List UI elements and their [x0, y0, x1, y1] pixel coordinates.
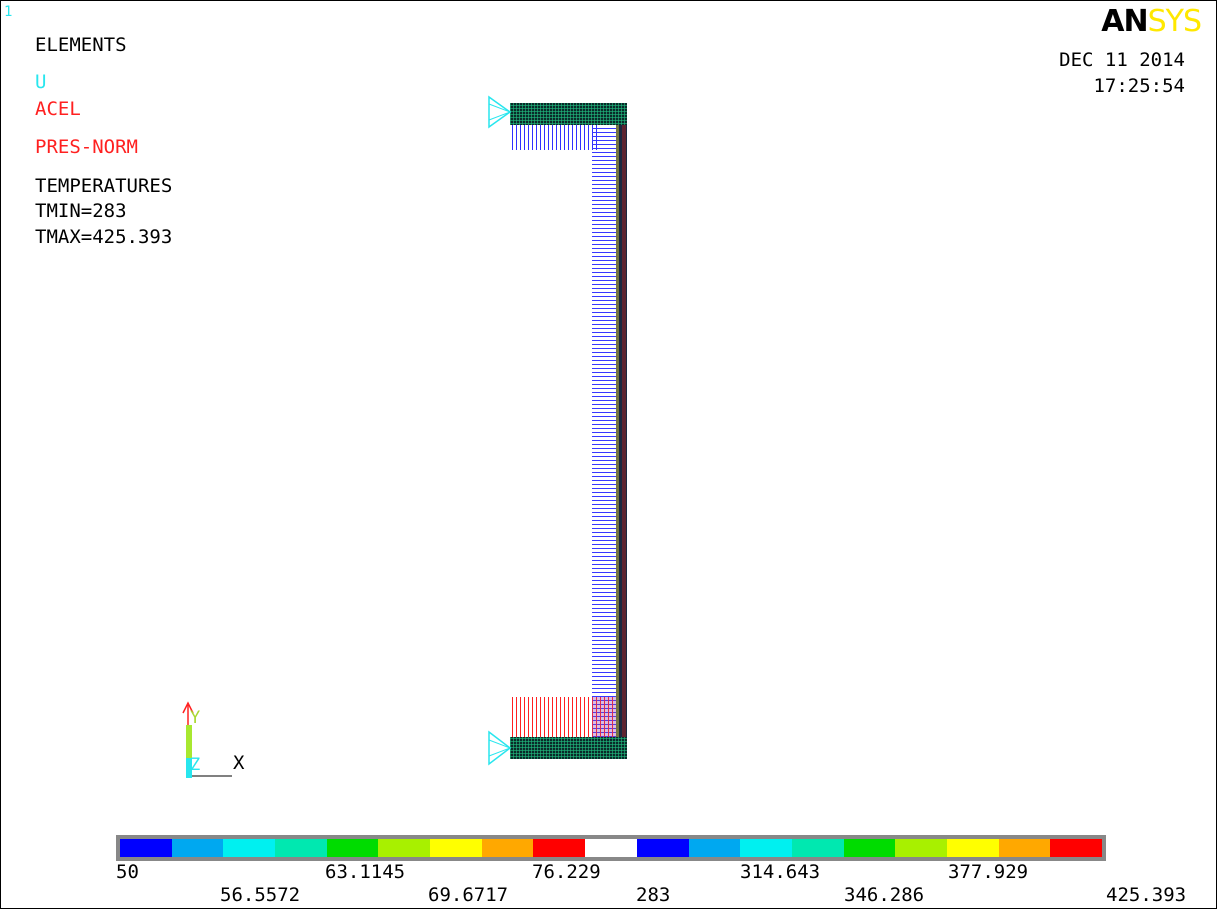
label-temperatures: TEMPERATURES [35, 175, 173, 197]
legend-swatch [223, 839, 276, 857]
legend-label-bottom-3: 283 [636, 884, 671, 906]
legend-swatch [481, 839, 534, 857]
logo-an: AN [1101, 4, 1148, 39]
triad-x-label: X [233, 752, 245, 774]
triad-z-label: Z [190, 755, 201, 775]
legend-label-bottom-1: 56.5572 [220, 884, 301, 906]
pressure-arrows-bottom [510, 697, 616, 737]
legend-swatch [998, 839, 1051, 857]
legend-swatch [843, 839, 896, 857]
legend-swatch [946, 839, 999, 857]
label-acel: ACEL [35, 98, 81, 120]
legend-swatch [585, 839, 638, 857]
legend-label-top-1: 50 [116, 861, 139, 883]
legend-swatch [636, 839, 689, 857]
legend-label-top-2: 63.1145 [325, 861, 406, 883]
legend-swatch [378, 839, 431, 857]
legend-swatch [430, 839, 483, 857]
label-elements: ELEMENTS [35, 34, 127, 56]
legend-label-top-3: 76.229 [532, 861, 601, 883]
legend-label-top-4: 314.643 [740, 861, 821, 883]
ansys-logo: ANSYS [1101, 4, 1202, 39]
pressure-arrows-web [592, 125, 616, 737]
window-number: 1 [4, 4, 13, 20]
logo-sys: SYS [1147, 4, 1202, 39]
legend-label-top-5: 377.929 [948, 861, 1029, 883]
legend-swatch [275, 839, 328, 857]
legend-swatch [688, 839, 741, 857]
constraint-bottom [488, 730, 512, 766]
pressure-arrows-top [510, 125, 600, 150]
top-flange [510, 103, 627, 125]
legend-label-bottom-4: 346.286 [844, 884, 925, 906]
legend-swatch [326, 839, 379, 857]
label-u: U [35, 71, 47, 93]
legend-swatch [895, 839, 948, 857]
bottom-flange [510, 737, 627, 759]
legend-swatch [533, 839, 586, 857]
legend-swatch [740, 839, 793, 857]
label-tmax: TMAX=425.393 [35, 226, 173, 248]
legend-label-bottom-2: 69.6717 [428, 884, 509, 906]
web [616, 125, 627, 737]
legend-swatch [1050, 839, 1103, 857]
legend-swatch [171, 839, 224, 857]
constraint-top [488, 95, 512, 129]
legend-label-bottom-5: 425.393 [1106, 884, 1187, 906]
label-tmin: TMIN=283 [35, 200, 127, 222]
contour-legend-bar [116, 835, 1106, 861]
label-pres-norm: PRES-NORM [35, 136, 138, 158]
legend-swatch [791, 839, 844, 857]
plot-date: DEC 11 2014 [1059, 49, 1185, 71]
triad-y-label: Y [190, 708, 201, 728]
plot-time: 17:25:54 [1093, 75, 1185, 97]
legend-swatch [120, 839, 172, 857]
